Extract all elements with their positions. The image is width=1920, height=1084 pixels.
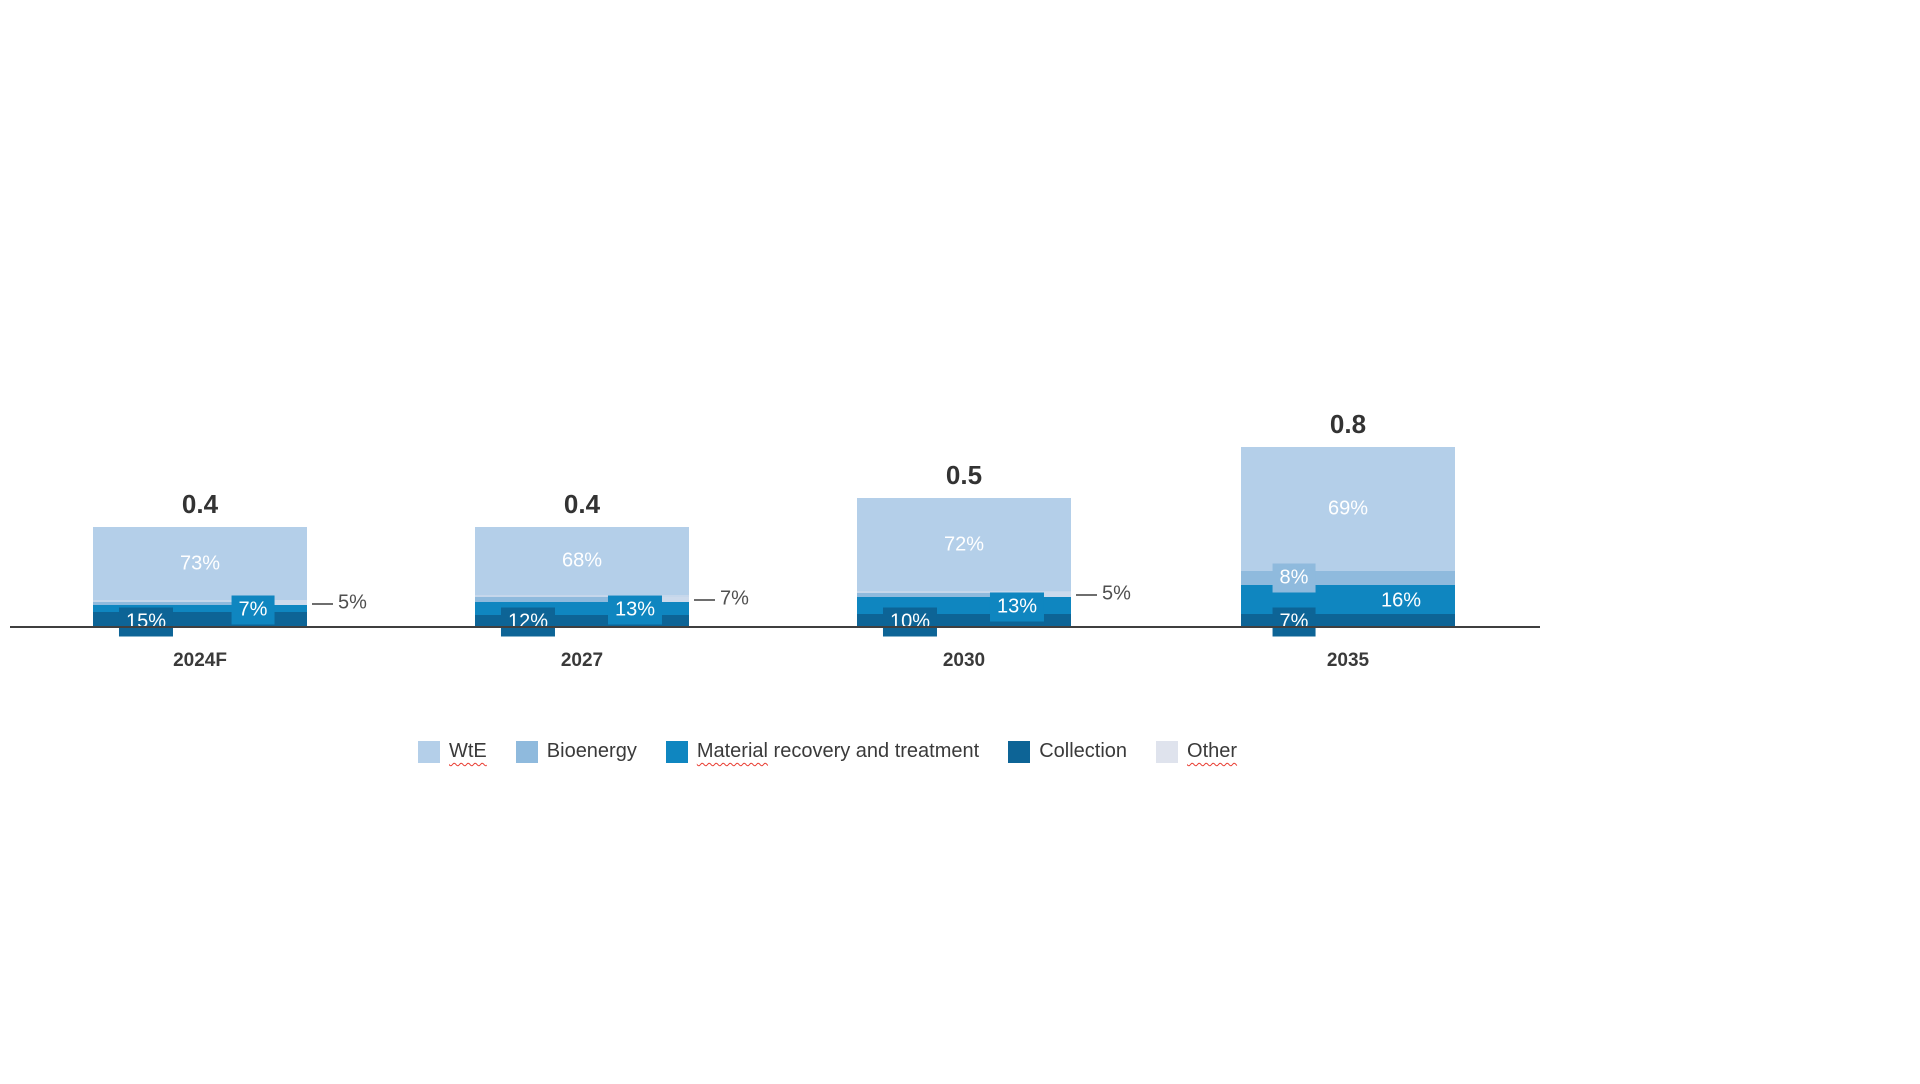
segment-label-chip-collection[interactable]: 15% — [118, 607, 174, 637]
other-strip — [857, 591, 1071, 593]
label-connector-patch — [267, 600, 307, 605]
category-label: 2027 — [560, 650, 604, 671]
bioenergy-leader-line — [694, 599, 715, 601]
label-connector-patch — [1031, 592, 1071, 597]
legend-item-collection[interactable]: Collection — [1008, 740, 1127, 763]
x-axis-line — [10, 626, 1540, 628]
segment-label-bioenergy: 5% — [1102, 582, 1131, 605]
total-label: 0.4 — [563, 489, 601, 519]
bioenergy-leader-line — [1076, 594, 1097, 596]
label-connector-patch — [649, 597, 689, 602]
legend-label: Bioenergy — [546, 740, 637, 762]
legend: WtE Bioenergy Material recovery and treatm… — [418, 740, 1237, 763]
segment-bioenergy[interactable] — [93, 600, 307, 605]
segment-label-wte: 73% — [179, 552, 221, 574]
segment-material-recovery-and-treatment[interactable] — [93, 605, 307, 612]
segment-label-bioenergy: 5% — [338, 591, 367, 613]
bioenergy-leader-line — [312, 603, 333, 605]
category-label: 2024F — [173, 650, 227, 671]
legend-label: Material recovery and treatment — [696, 740, 980, 762]
segment-label-chip-material-recovery[interactable]: 7% — [231, 595, 275, 624]
segment-wte[interactable] — [93, 527, 307, 600]
other-strip — [93, 600, 307, 602]
segment-label-chip-collection[interactable]: 7% — [1272, 607, 1316, 637]
category-label: 2035 — [1326, 650, 1370, 671]
other-strip — [475, 595, 689, 597]
legend-label: WtE — [449, 740, 487, 762]
segment-label-chip-material-recovery[interactable]: 13% — [607, 595, 663, 624]
segment-wte[interactable] — [475, 527, 689, 595]
legend-item-bioenergy[interactable]: Bioenergy — [515, 740, 637, 763]
segment-label-chip-collection[interactable]: 10% — [882, 607, 938, 637]
segment-label-chip-material-recovery[interactable]: 13% — [989, 592, 1045, 621]
segment-label-chip-collection[interactable]: 12% — [500, 607, 556, 637]
segment-label-material-recovery: 16% — [1380, 589, 1422, 611]
legend-label: Other — [1187, 740, 1238, 762]
segment-wte[interactable] — [857, 498, 1071, 591]
segment-wte[interactable] — [1241, 447, 1455, 571]
total-label: 0.4 — [181, 489, 219, 519]
category-label: 2030 — [942, 650, 986, 671]
segment-label-bioenergy: 7% — [720, 587, 749, 609]
total-label: 0.5 — [945, 460, 983, 490]
segment-bioenergy[interactable] — [857, 591, 1071, 597]
segment-label-wte: 69% — [1327, 497, 1369, 520]
segment-label-chip-bioenergy[interactable]: 8% — [1272, 563, 1316, 593]
legend-label: Collection — [1039, 740, 1128, 762]
segment-bioenergy[interactable] — [475, 595, 689, 602]
legend-item-wte[interactable]: WtE — [418, 740, 487, 763]
legend-swatch — [515, 740, 538, 763]
legend-swatch — [418, 740, 440, 763]
legend-item-other[interactable]: Other — [1156, 740, 1237, 763]
legend-swatch — [665, 740, 688, 763]
legend-swatch — [1008, 740, 1031, 763]
total-label: 0.8 — [1329, 409, 1367, 439]
legend-swatch — [1156, 740, 1179, 763]
segment-label-wte: 72% — [943, 533, 985, 555]
segment-label-wte: 68% — [561, 549, 603, 572]
legend-item-material-recovery-and-treatment[interactable]: Material recovery and treatment — [665, 740, 980, 763]
